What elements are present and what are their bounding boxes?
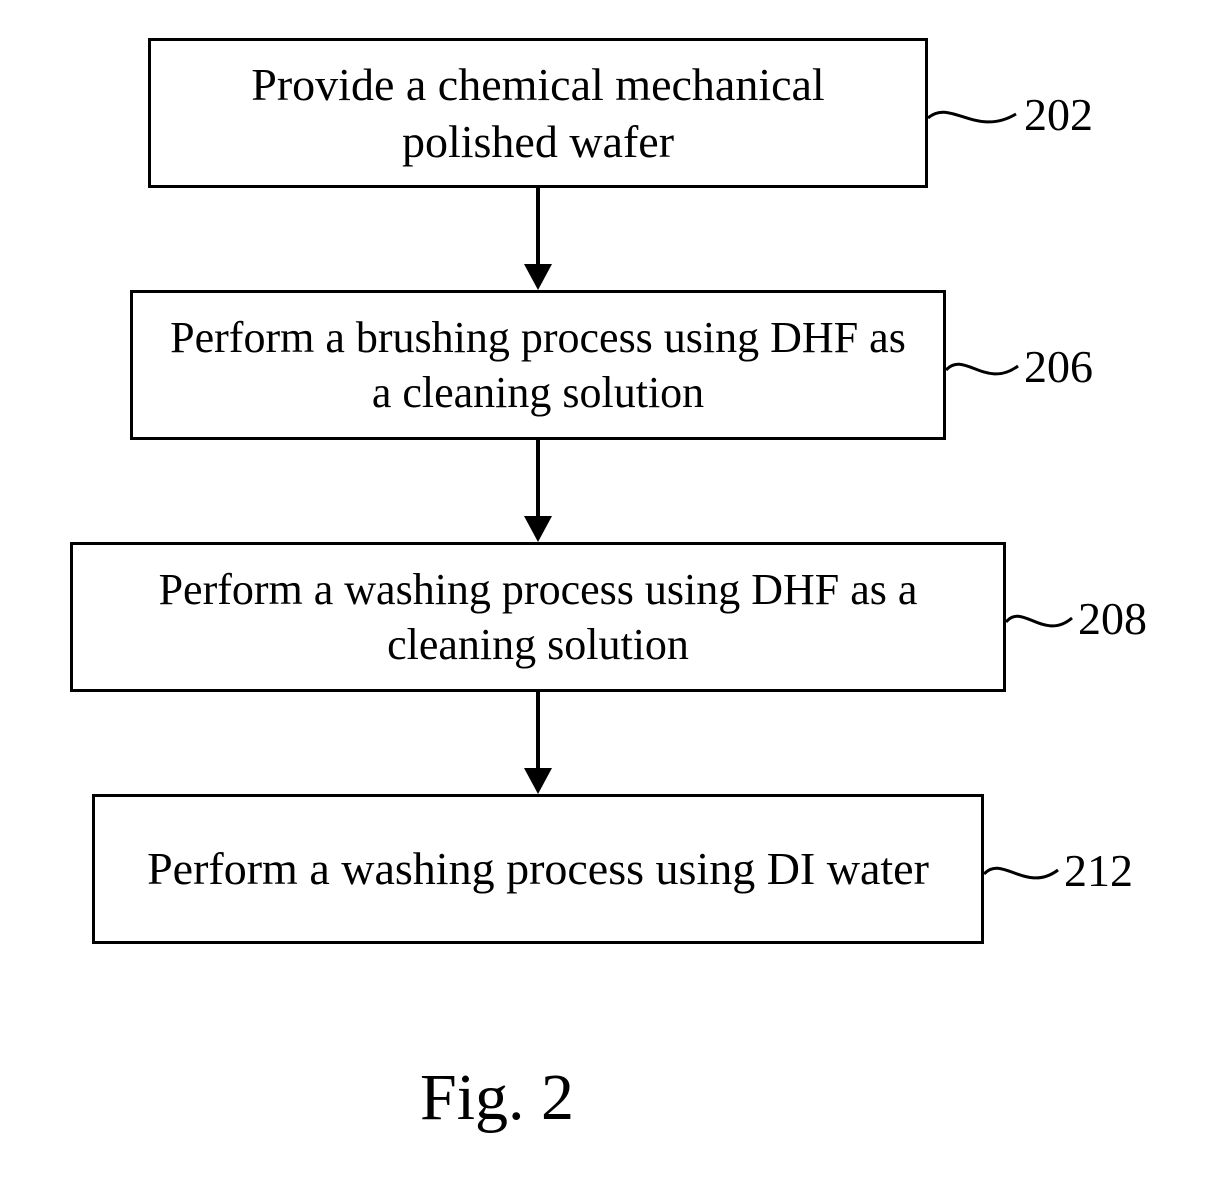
flow-box-step-206: Perform a brushing process using DHF as … (130, 290, 946, 440)
ref-tick-icon (984, 850, 1064, 894)
flow-box-text: Perform a brushing process using DHF as … (155, 310, 921, 420)
flow-arrow-icon (508, 188, 568, 292)
figure-caption: Fig. 2 (420, 1060, 574, 1136)
ref-tick-icon (928, 94, 1024, 138)
flow-box-text: Perform a washing process using DHF as a… (95, 562, 981, 672)
flow-box-step-202: Provide a chemical mechanical polished w… (148, 38, 928, 188)
ref-tick-icon (946, 346, 1024, 390)
ref-label-206: 206 (1024, 340, 1093, 393)
ref-tick-icon (1006, 598, 1078, 642)
flow-arrow-icon (508, 692, 568, 796)
flow-box-text: Perform a washing process using DI water (147, 840, 929, 898)
flow-box-step-212: Perform a washing process using DI water (92, 794, 984, 944)
ref-label-208: 208 (1078, 592, 1147, 645)
ref-label-202: 202 (1024, 88, 1093, 141)
flow-box-text: Provide a chemical mechanical polished w… (173, 56, 903, 171)
flow-box-step-208: Perform a washing process using DHF as a… (70, 542, 1006, 692)
flow-arrow-icon (508, 440, 568, 544)
ref-label-212: 212 (1064, 844, 1133, 897)
flowchart-canvas: Provide a chemical mechanical polished w… (0, 0, 1228, 1189)
